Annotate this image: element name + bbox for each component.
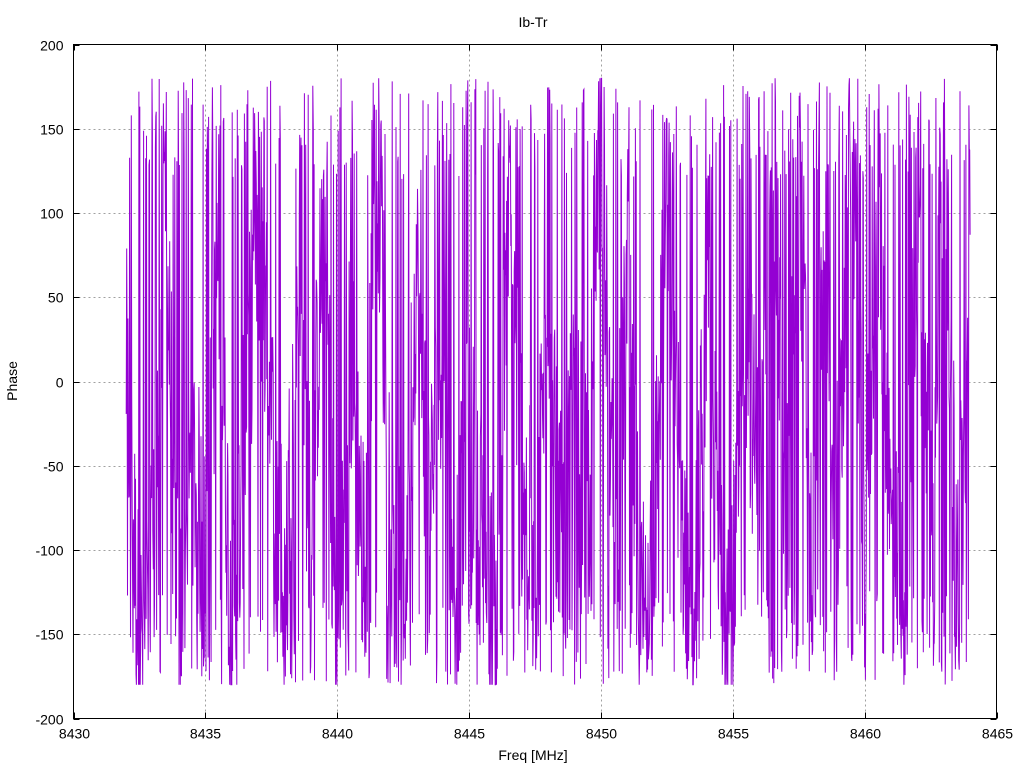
y-axis-title: Phase: [4, 361, 20, 401]
chart-title: Ib-Tr: [518, 14, 547, 30]
x-tick-label: 8465: [982, 726, 1013, 742]
x-tick-label: 8440: [322, 726, 353, 742]
y-tick-label: 200: [40, 38, 64, 54]
x-axis-title: Freq [MHz]: [498, 747, 567, 763]
y-tick-label: -150: [35, 627, 63, 643]
x-tick-label: 8435: [190, 726, 221, 742]
y-tick-label: 50: [48, 290, 64, 306]
series-layer: [125, 77, 971, 686]
series-line-0: [125, 77, 971, 686]
y-tick-label: -50: [43, 459, 63, 475]
tick-marks: [73, 44, 998, 720]
x-tick-label: 8445: [454, 726, 485, 742]
y-tick-label: 150: [40, 122, 64, 138]
y-tick-label: 0: [56, 375, 64, 391]
y-tick-label: -200: [35, 712, 63, 728]
x-tick-label: 8430: [59, 726, 90, 742]
plot-frame: [73, 44, 997, 719]
x-tick-label: 8455: [718, 726, 749, 742]
y-tick-label: -100: [35, 543, 63, 559]
x-tick-label: 8450: [586, 726, 617, 742]
tick-labels: 8430 8435 8440 8445 8450 8455 8460 8465 200 150 10…: [35, 38, 1013, 742]
y-tick-label: 100: [40, 206, 64, 222]
x-tick-label: 8460: [850, 726, 881, 742]
